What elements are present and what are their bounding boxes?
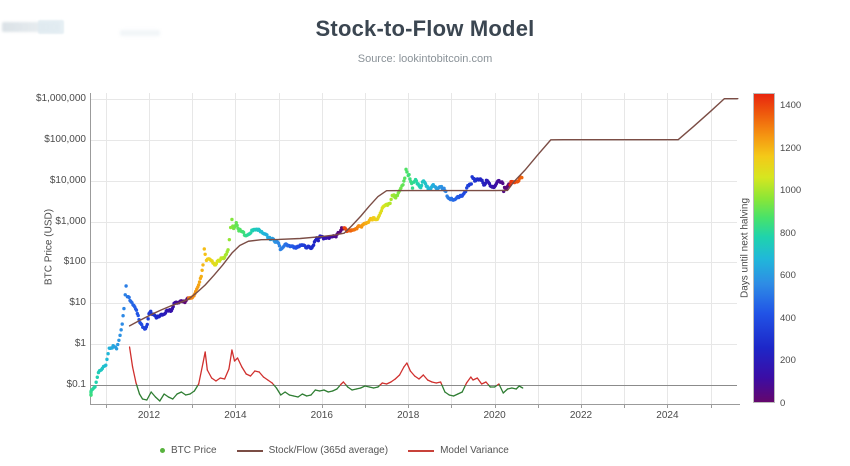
y-tick-label: $10,000 bbox=[49, 174, 86, 186]
faded-ui-artifact bbox=[2, 22, 60, 32]
x-tick-label: 2018 bbox=[397, 410, 420, 421]
legend-label: BTC Price bbox=[171, 445, 217, 456]
y-tick-label: $100 bbox=[63, 256, 86, 268]
y-tick-label: $1 bbox=[74, 338, 86, 350]
y-tick-label: $10 bbox=[69, 297, 86, 309]
colorbar-tick-label: 800 bbox=[780, 227, 796, 239]
stock-flow-line-swatch bbox=[236, 449, 263, 452]
faded-ui-artifact bbox=[38, 20, 64, 34]
x-tick-label: 2022 bbox=[569, 410, 593, 421]
colorbar-tick-label: 1400 bbox=[780, 100, 802, 112]
colorbar-tick-label: 400 bbox=[780, 312, 796, 324]
y-tick-label: $100,000 bbox=[44, 133, 86, 145]
btc-price-dot-swatch bbox=[160, 448, 165, 453]
chart-legend: BTC Price Stock/Flow (365d average) Mode… bbox=[160, 445, 509, 456]
x-tick-label: 2020 bbox=[483, 410, 506, 421]
colorbar-tick-label: 1000 bbox=[780, 185, 802, 197]
x-tick-label: 2024 bbox=[656, 410, 679, 421]
legend-item-btc-price[interactable]: BTC Price bbox=[160, 445, 217, 456]
colorbar-tick-label: 200 bbox=[780, 355, 796, 367]
legend-label: Model Variance bbox=[440, 445, 509, 456]
y-tick-label: $1,000,000 bbox=[35, 93, 86, 104]
legend-item-model-variance[interactable]: Model Variance bbox=[408, 445, 509, 456]
model-variance-line-swatch bbox=[408, 449, 435, 452]
page-title: Stock-to-Flow Model bbox=[315, 16, 535, 41]
y-tick-label: $1,000 bbox=[55, 215, 86, 227]
source-subtitle: Source: lookintobitcoin.com bbox=[357, 53, 493, 65]
y-tick-label: $0.1 bbox=[66, 378, 86, 390]
colorbar-tick-label: 600 bbox=[780, 270, 796, 282]
colorbar-tick-label: 1200 bbox=[780, 142, 802, 154]
faded-ui-artifact bbox=[120, 30, 160, 36]
x-tick-label: 2012 bbox=[137, 410, 161, 421]
x-tick-label: 2014 bbox=[224, 410, 247, 421]
colorbar-title: Days until next halving bbox=[739, 197, 751, 299]
x-tick-label: 2016 bbox=[310, 410, 333, 421]
legend-label: Stock/Flow (365d average) bbox=[268, 445, 389, 456]
legend-item-stock-flow[interactable]: Stock/Flow (365d average) bbox=[236, 445, 389, 456]
colorbar-tick-label: 0 bbox=[780, 398, 786, 409]
